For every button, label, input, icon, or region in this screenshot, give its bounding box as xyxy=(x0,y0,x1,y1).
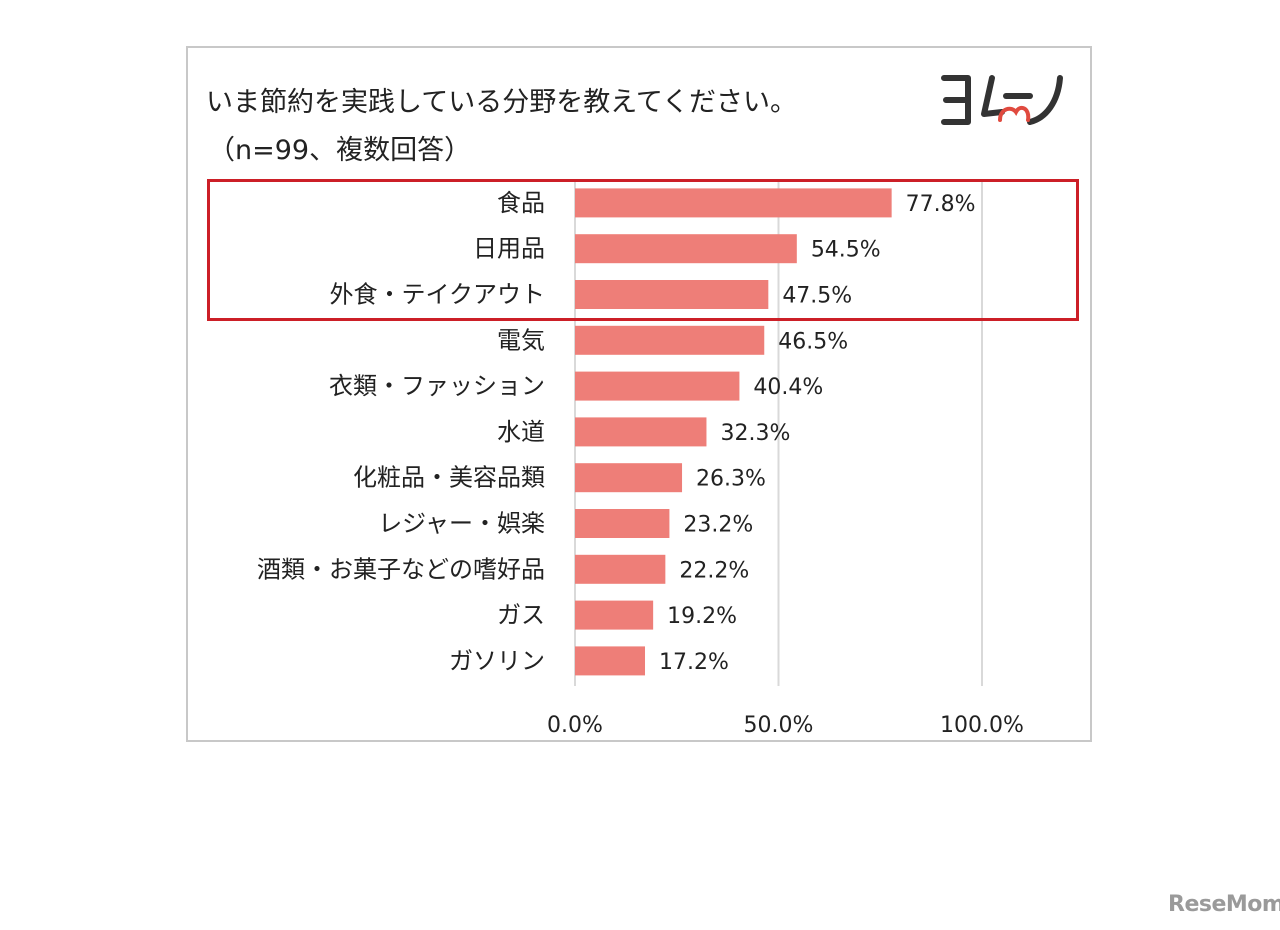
bars xyxy=(575,188,892,676)
x-tick-label: 50.0% xyxy=(744,713,814,738)
labels: 0.0% 50.0% 100.0% 食品 77.8% 日用品 54.5% 外食・テイクアウト 4… xyxy=(257,189,1024,738)
highlight-box-top3 xyxy=(207,179,1079,321)
data-label: 40.4% xyxy=(753,375,823,400)
bar xyxy=(575,600,654,630)
x-tick-label: 0.0% xyxy=(547,713,603,738)
data-label: 26.3% xyxy=(696,467,766,492)
category-label: 食品 xyxy=(497,189,545,217)
data-label: 17.2% xyxy=(659,650,729,675)
category-label: レジャー・娯楽 xyxy=(378,510,545,538)
category-label: ガソリン xyxy=(449,647,545,675)
bar-chart: 0.0% 50.0% 100.0% 食品 77.8% 日用品 54.5% 外食・テイクアウト 4… xyxy=(257,180,1024,738)
chart-title: いま節約を実践している分野を教えてください。 xyxy=(206,87,798,118)
bar xyxy=(575,509,670,538)
bar xyxy=(575,554,666,584)
bar xyxy=(575,234,797,264)
category-label: 電気 xyxy=(497,326,545,354)
category-label: 化粧品・美容品類 xyxy=(353,464,545,492)
data-label: 23.2% xyxy=(683,513,753,538)
bar xyxy=(575,188,892,218)
data-label: 77.8% xyxy=(906,192,976,217)
bar xyxy=(575,463,683,493)
category-label: 外食・テイクアウト xyxy=(329,281,545,309)
data-label: 54.5% xyxy=(811,238,881,263)
x-tick-label: 100.0% xyxy=(940,713,1024,738)
bar xyxy=(575,280,769,309)
category-label: 酒類・お菓子などの嗜好品 xyxy=(257,555,545,583)
category-label: 水道 xyxy=(497,418,545,446)
category-label: 日用品 xyxy=(473,235,545,263)
category-label: 衣類・ファッション xyxy=(329,372,545,400)
data-label: 32.3% xyxy=(720,421,790,446)
yomuno-logo xyxy=(941,75,1063,125)
bar xyxy=(575,325,765,355)
chart-subtitle: （n=99、複数回答） xyxy=(208,135,472,166)
category-label: ガス xyxy=(497,601,545,629)
data-label: 46.5% xyxy=(778,329,848,354)
bar xyxy=(575,646,646,676)
resemom-watermark: ReseMom xyxy=(1168,892,1280,917)
bar xyxy=(575,417,707,447)
data-label: 19.2% xyxy=(667,604,737,629)
bar xyxy=(575,371,740,401)
data-label: 47.5% xyxy=(782,284,852,309)
data-label: 22.2% xyxy=(679,558,749,583)
